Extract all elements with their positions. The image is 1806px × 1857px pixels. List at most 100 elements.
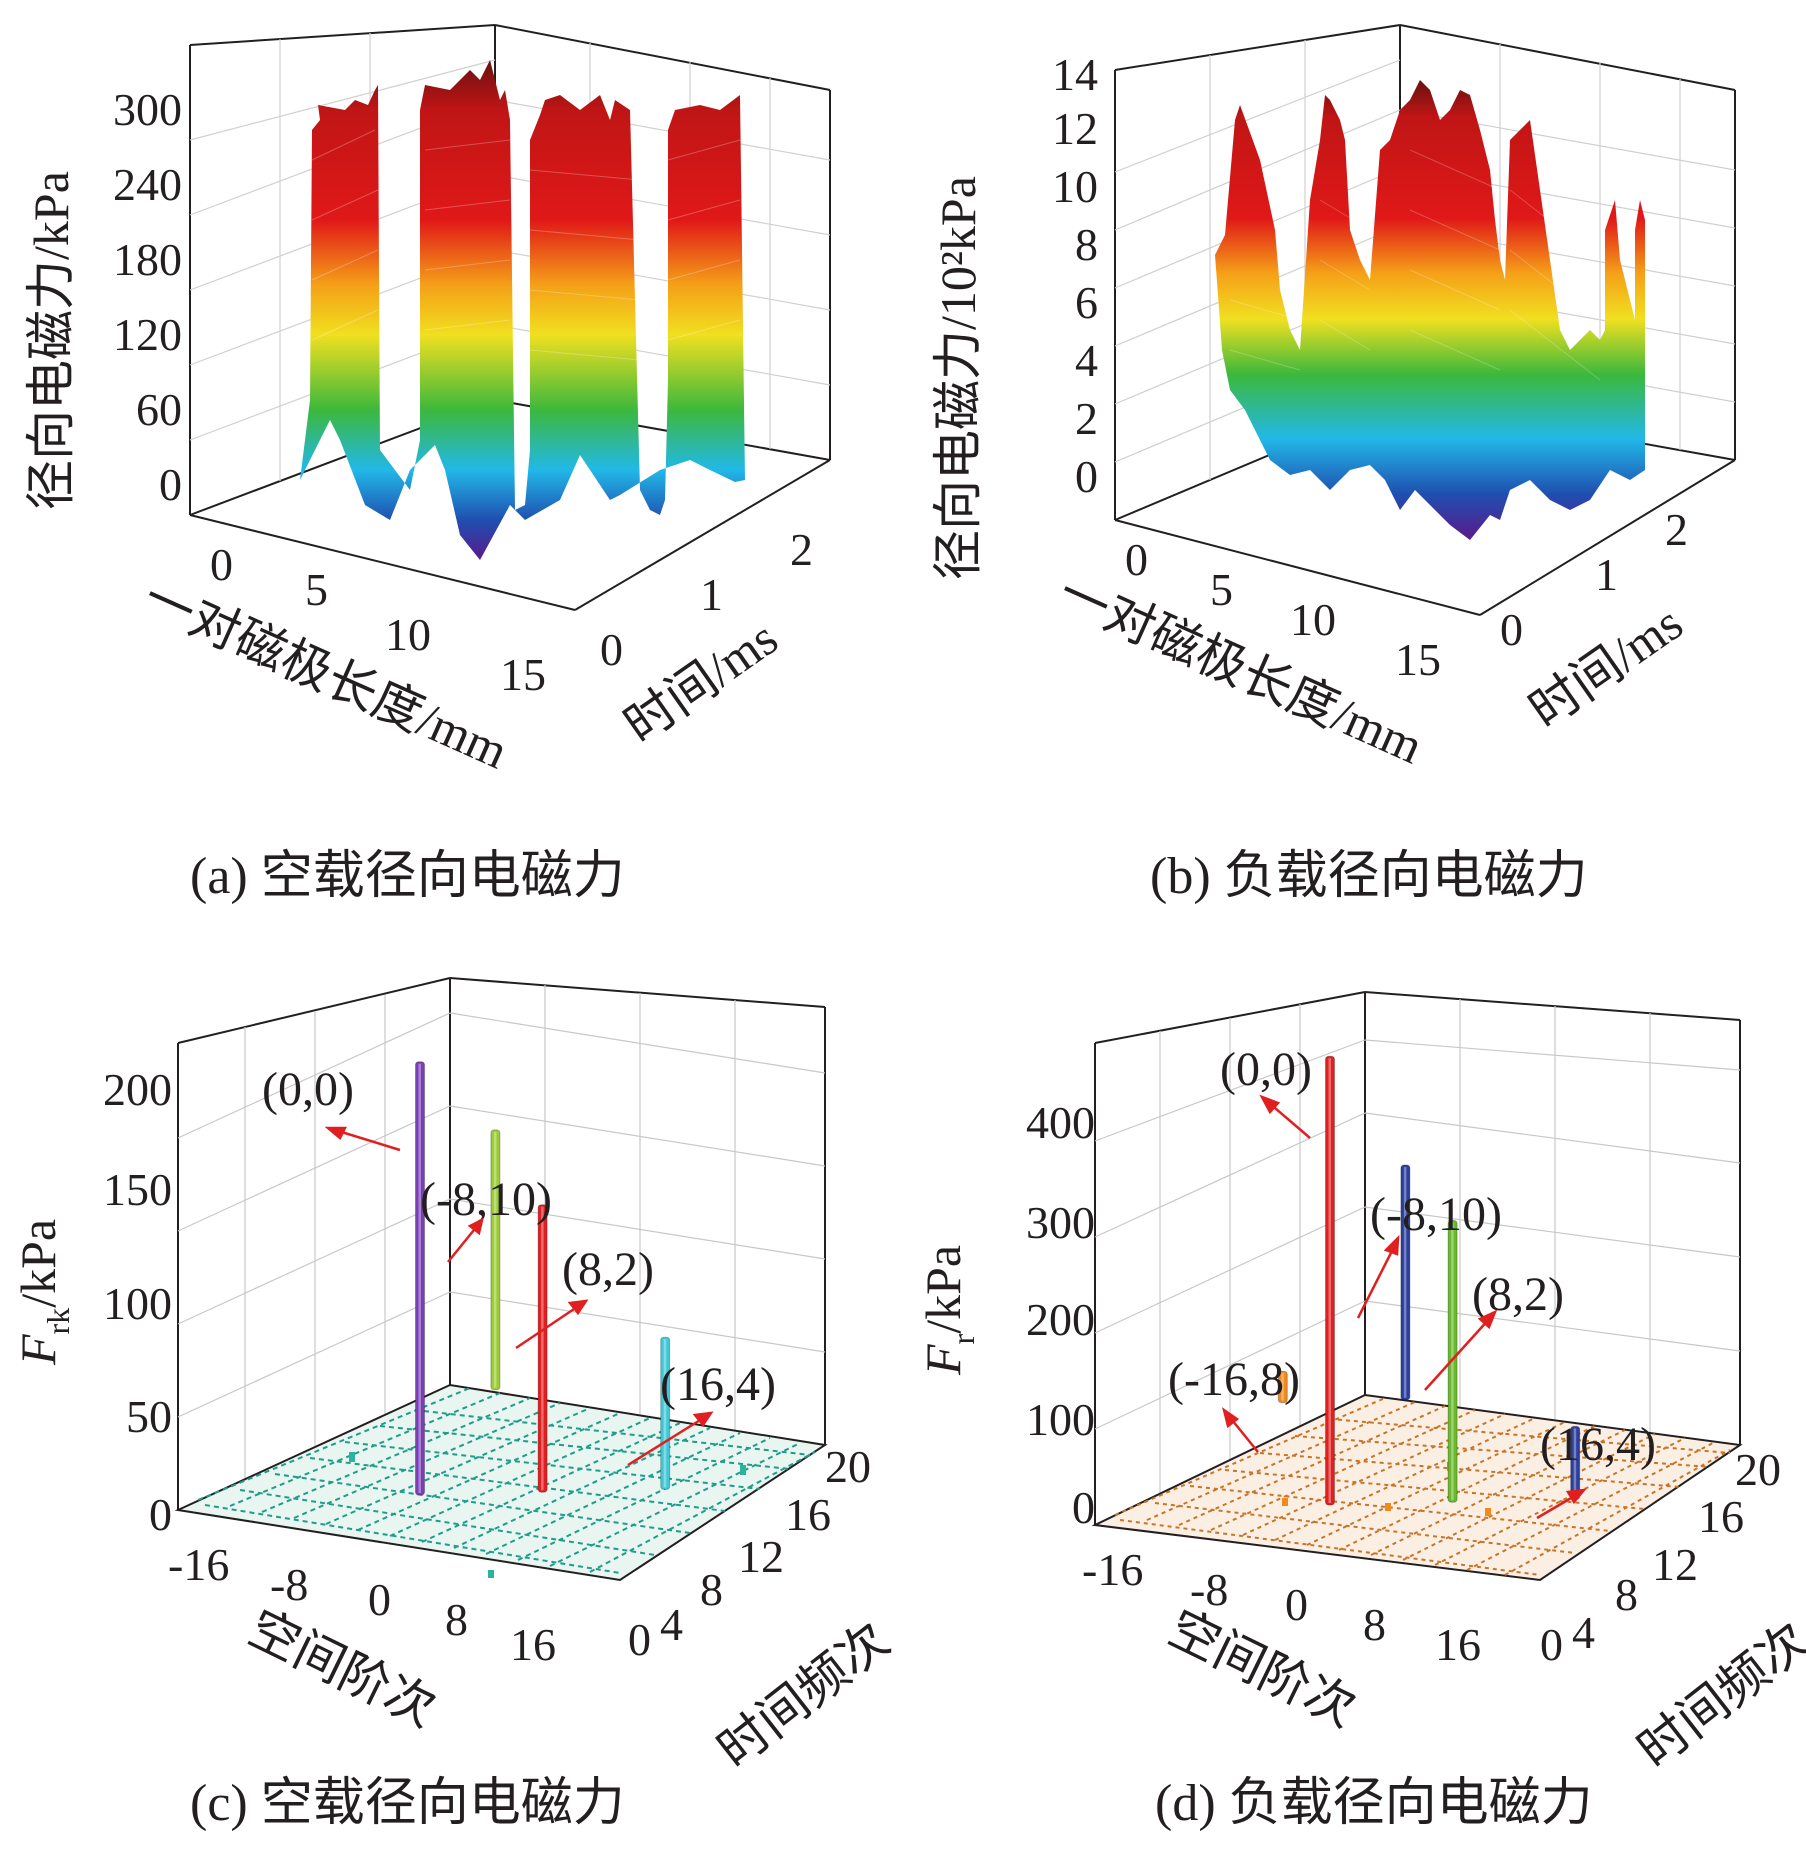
panel-a-caption: (a) 空载径向电磁力 — [190, 848, 625, 905]
panel-c-caption: (c) 空载径向电磁力 — [190, 1775, 625, 1832]
bar-(8,2) — [1447, 1219, 1458, 1503]
bar-annotation: (-8,10) — [1370, 1188, 1502, 1241]
panel-c-y-ticks: 0 4 8 12 16 20 — [628, 1441, 871, 1665]
bar-(0,0) — [1325, 1055, 1335, 1506]
bar-annotation: (-16,8) — [1168, 1353, 1300, 1406]
tick-label: 1 — [1595, 549, 1618, 600]
tick-label: 12 — [1652, 1539, 1698, 1590]
panel-d-y-ticks: 0 4 8 12 16 20 — [1540, 1444, 1781, 1670]
panel-c-annotations: (0,0) (-8,10) (8,2) (16,4) — [262, 1063, 776, 1411]
panel-d: (0,0) (-8,10) (8,2) (-16,8) (16,4) 0 100… — [915, 991, 1806, 1832]
bar-(-8,10) — [1400, 1164, 1411, 1401]
tick-label: 16 — [785, 1489, 831, 1540]
tick-label: 4 — [1572, 1607, 1595, 1658]
panel-d-box — [1094, 991, 1741, 1525]
tick-label: 6 — [1075, 277, 1098, 328]
panel-a: 0 60 120 180 240 300 0 5 10 15 0 1 2 径向电… — [23, 24, 831, 905]
tick-label: 0 — [1075, 451, 1098, 502]
panel-b-x-ticks: 0 5 10 15 — [1125, 534, 1441, 685]
tick-label: -16 — [168, 1539, 229, 1590]
tick-label: 5 — [1210, 564, 1233, 615]
tick-label: 20 — [825, 1441, 871, 1492]
tick-label: 100 — [1026, 1394, 1095, 1445]
panel-d-floor-dashes — [1114, 1397, 1731, 1576]
panel-a-y-ticks: 0 1 2 — [600, 524, 813, 675]
tick-label: 400 — [1026, 1097, 1095, 1148]
bar-annotation: (16,4) — [660, 1358, 776, 1411]
panel-b-y-label: 时间/ms — [1519, 594, 1692, 739]
tick-label: -8 — [270, 1559, 308, 1610]
panel-d-x-label: 空间阶次 — [1160, 1600, 1364, 1738]
bar-annotation: (16,4) — [1540, 1418, 1656, 1471]
tick-label: 15 — [1395, 634, 1441, 685]
bar-highlight — [1328, 1058, 1331, 1503]
tick-label: 0 — [628, 1614, 651, 1665]
tick-label: 0 — [1500, 604, 1523, 655]
tick-label: 10 — [1290, 594, 1336, 645]
panel-a-z-label: 径向电磁力/kPa — [23, 171, 79, 510]
bar-highlight — [663, 1339, 667, 1488]
tick-label: 240 — [113, 159, 182, 210]
tick-label: 50 — [126, 1391, 172, 1442]
bar-annotation: (8,2) — [1472, 1268, 1564, 1321]
tick-label: 0 — [600, 624, 623, 675]
tick-label: 10 — [1052, 161, 1098, 212]
panel-b-y-ticks: 0 1 2 — [1500, 504, 1688, 655]
tick-label: 60 — [136, 384, 182, 435]
tick-label: 0 — [368, 1574, 391, 1625]
panel-a-y-label: 时间/ms — [614, 609, 787, 754]
bar-(16,4) — [660, 1336, 671, 1490]
bar-annotation: (8,2) — [562, 1243, 654, 1296]
tick-label: 8 — [700, 1564, 723, 1615]
tick-label: 200 — [1026, 1294, 1095, 1345]
tick-label: 300 — [113, 84, 182, 135]
panel-a-x-ticks: 0 5 10 15 — [210, 539, 546, 700]
panel-b-z-ticks: 0 2 4 6 8 10 12 14 — [1052, 49, 1098, 502]
tick-label: 0 — [1072, 1482, 1095, 1533]
panel-c: (0,0) (-8,10) (8,2) (16,4) 0 50 100 150 … — [10, 977, 899, 1832]
tick-label: 12 — [1052, 103, 1098, 154]
tick-label: 4 — [660, 1599, 683, 1650]
tick-label: 8 — [445, 1594, 468, 1645]
panel-b-surface-lines — [1229, 149, 1601, 381]
tick-label: 0 — [1125, 534, 1148, 585]
tick-label: 8 — [1363, 1599, 1386, 1650]
tick-label: 12 — [738, 1531, 784, 1582]
bar-highlight — [1281, 1373, 1284, 1401]
panel-d-z-ticks: 0 100 200 300 400 — [1026, 1097, 1095, 1533]
tick-label: 16 — [510, 1619, 556, 1670]
tick-label: 150 — [103, 1164, 172, 1215]
tick-label: 2 — [1075, 393, 1098, 444]
panel-c-bars — [415, 1061, 671, 1496]
tick-label: 4 — [1075, 335, 1098, 386]
panel-c-arrows — [324, 1126, 714, 1467]
panel-c-grid — [177, 985, 826, 1479]
tick-label: 180 — [113, 234, 182, 285]
bar-(0,0) — [415, 1061, 425, 1496]
tick-label: 0 — [149, 1489, 172, 1540]
bar-(-16,8) — [1277, 1370, 1288, 1404]
tick-label: 20 — [1735, 1444, 1781, 1495]
tick-label: 0 — [1285, 1579, 1308, 1630]
tick-label: 0 — [210, 539, 233, 590]
bar-highlight — [1573, 1428, 1577, 1498]
panel-a-surface-lines — [311, 129, 741, 361]
tick-label: 2 — [790, 524, 813, 575]
panel-b-x-label: 一对磁极长度/mm — [1051, 564, 1432, 775]
bar-highlight — [493, 1131, 497, 1388]
panel-c-x-label: 空间阶次 — [240, 1600, 444, 1738]
bar-(8,2) — [537, 1204, 548, 1493]
panel-c-z-label: Frk/kPa — [10, 1219, 76, 1366]
panel-a-surface — [300, 60, 745, 560]
tick-label: 200 — [103, 1064, 172, 1115]
panel-c-box — [177, 977, 826, 1510]
tick-label: 10 — [385, 609, 431, 660]
panel-d-y-label: 时间频次 — [1627, 1611, 1806, 1778]
bar-annotation: (0,0) — [262, 1063, 354, 1116]
tick-label: 0 — [159, 459, 182, 510]
tick-label: 15 — [500, 649, 546, 700]
bar-annotation: (-8,10) — [420, 1173, 552, 1226]
panel-b-caption: (b) 负载径向电磁力 — [1150, 848, 1588, 905]
bar-highlight — [1403, 1167, 1407, 1398]
